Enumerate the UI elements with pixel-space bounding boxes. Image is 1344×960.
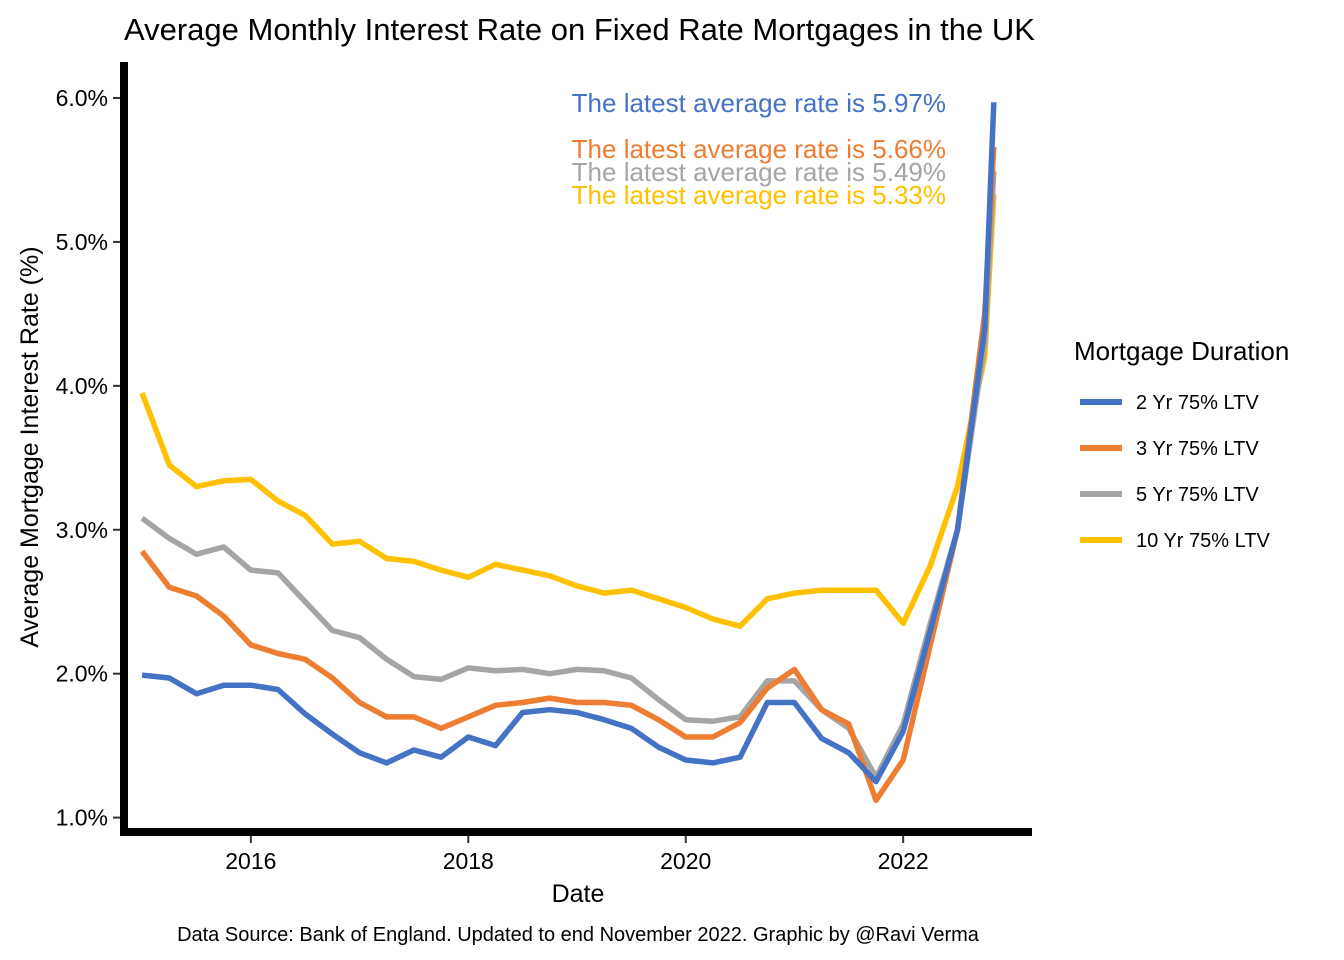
x-tick-label: 2018 [443, 848, 494, 874]
x-ticks: 2016 2018 2020 2022 [225, 836, 929, 874]
y-ticks: 1.0% 2.0% 3.0% 4.0% 5.0% 6.0% [56, 85, 120, 831]
latest-rate-annotations: The latest average rate is 5.97% The late… [572, 88, 946, 210]
legend-items: 2 Yr 75% LTV 3 Yr 75% LTV 5 Yr 75% LTV 10 Y… [1080, 392, 1270, 552]
y-tick-label: 3.0% [56, 517, 108, 543]
axes [120, 62, 1032, 836]
legend-label: 2 Yr 75% LTV [1136, 392, 1259, 414]
legend: Mortgage Duration 2 Yr 75% LTV 3 Yr 75% L… [1074, 336, 1289, 552]
legend-label: 10 Yr 75% LTV [1136, 530, 1270, 552]
series-lines [139, 102, 997, 804]
latest-rate-annotation: The latest average rate is 5.33% [572, 180, 946, 210]
legend-label: 3 Yr 75% LTV [1136, 438, 1259, 460]
y-tick-label: 2.0% [56, 661, 108, 687]
x-tick-label: 2020 [660, 848, 711, 874]
series-line-3yr [139, 146, 997, 804]
y-axis-title: Average Mortgage Interest Rate (%) [16, 246, 44, 647]
latest-rate-annotation: The latest average rate is 5.66% [572, 134, 946, 164]
y-tick-label: 1.0% [56, 805, 108, 831]
y-tick-label: 6.0% [56, 85, 108, 111]
series-line-10yr [139, 194, 997, 629]
chart-caption: Data Source: Bank of England. Updated to… [177, 924, 980, 946]
y-tick-label: 5.0% [56, 229, 108, 255]
legend-label: 5 Yr 75% LTV [1136, 484, 1259, 506]
series-line-2yr [141, 102, 997, 785]
latest-rate-annotation: The latest average rate is 5.49% [572, 157, 946, 187]
x-tick-label: 2016 [225, 848, 276, 874]
chart-title: Average Monthly Interest Rate on Fixed R… [124, 12, 1035, 47]
series-line-5yr [140, 171, 997, 781]
x-tick-label: 2022 [878, 848, 929, 874]
x-axis-title: Date [552, 880, 605, 908]
y-tick-label: 4.0% [56, 373, 108, 399]
latest-rate-annotation: The latest average rate is 5.97% [572, 88, 946, 118]
legend-title: Mortgage Duration [1074, 336, 1289, 366]
